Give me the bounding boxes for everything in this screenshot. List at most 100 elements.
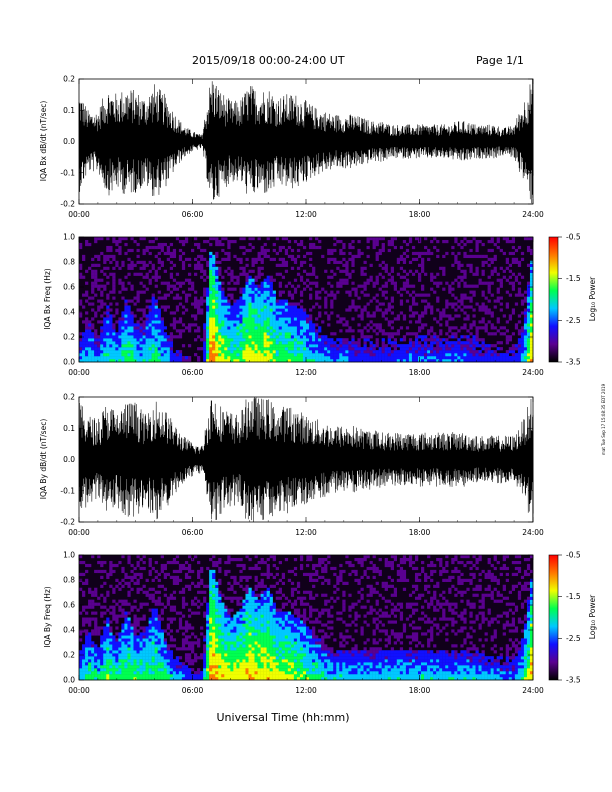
spectrogram-cell <box>206 602 210 606</box>
spectrogram-cell <box>124 572 128 577</box>
spectrogram-cell <box>254 341 258 345</box>
spectrogram-cell <box>393 332 397 336</box>
spectrogram-cell <box>421 326 425 330</box>
spectrogram-cell <box>354 356 358 360</box>
spectrogram-cell <box>160 341 164 345</box>
spectrogram-cell <box>430 308 434 312</box>
spectrogram-cell <box>178 296 183 300</box>
spectrogram-cell <box>414 251 419 256</box>
spectrogram-cell <box>251 305 255 309</box>
spectrogram-cell <box>505 237 509 241</box>
spectrogram-cell <box>257 296 261 300</box>
spectrogram-cell <box>375 299 379 303</box>
spectrogram-cell <box>209 602 213 606</box>
spectrogram-cell <box>472 353 476 357</box>
spectrogram-cell <box>106 347 110 351</box>
spectrogram-cell <box>157 275 161 279</box>
spectrogram-cell <box>103 344 107 348</box>
spectrogram-cell <box>309 356 313 360</box>
spectrogram-cell <box>142 350 146 354</box>
spectrogram-cell <box>163 572 167 577</box>
spectrogram-cell <box>157 632 161 636</box>
spectrogram-cell <box>221 350 225 354</box>
spectrogram-cell <box>227 614 231 618</box>
spectrogram-cell <box>103 647 107 651</box>
spectrogram-cell <box>215 590 219 594</box>
spectrogram-cell <box>163 281 167 285</box>
spectrogram-cell <box>203 659 207 663</box>
spectrogram-cell <box>445 281 449 285</box>
spectrogram-cell <box>269 323 273 327</box>
spectrogram-cell <box>436 272 440 276</box>
spectrogram-cell <box>136 587 140 591</box>
spectrogram-cell <box>215 317 219 321</box>
spectrogram-cell <box>136 560 140 565</box>
spectrogram-cell <box>94 263 98 267</box>
spectrogram-cell <box>151 338 155 342</box>
spectrogram-cell <box>442 338 446 342</box>
spectrogram-cell <box>312 335 316 339</box>
spectrogram-cell <box>124 581 128 585</box>
spectrogram-cell <box>109 650 113 654</box>
spectrogram-cell <box>433 350 437 354</box>
spectrogram-cell <box>236 320 240 324</box>
spectrogram-cell <box>251 287 255 291</box>
spectrogram-cell <box>209 344 213 348</box>
spectrogram-cell <box>175 287 180 291</box>
spectrogram-cell <box>175 353 180 357</box>
spectrogram-cell <box>206 647 210 651</box>
spectrogram-cell <box>212 335 216 339</box>
spectrogram-cell <box>178 254 183 259</box>
spectrogram-cell <box>209 353 213 357</box>
spectrogram-cell <box>85 677 89 681</box>
spectrogram-cell <box>330 299 334 303</box>
spectrogram-cell <box>121 314 125 318</box>
spectrogram-cell <box>190 647 195 651</box>
spectrogram-cell <box>387 341 391 345</box>
spectrogram-cell <box>299 350 304 354</box>
spectrogram-cell <box>166 293 170 297</box>
spectrogram-cell <box>115 338 119 342</box>
spectrogram-cell <box>248 350 252 354</box>
spectrogram-cell <box>466 356 470 360</box>
spectrogram-cell <box>166 632 170 636</box>
spectrogram-cell <box>248 353 252 357</box>
spectrogram-cell <box>369 314 373 318</box>
spectrogram-cell <box>312 347 316 351</box>
spectrogram-cell <box>427 302 431 306</box>
spectrogram-cell <box>433 347 437 351</box>
spectrogram-cell <box>209 311 213 315</box>
spectrogram-cell <box>384 296 388 300</box>
x-tick-label: 00:00 <box>68 368 90 377</box>
spectrogram-cell <box>124 638 128 642</box>
spectrogram-cell <box>82 257 86 262</box>
spectrogram-cell <box>529 281 534 285</box>
spectrogram-cell <box>112 284 116 288</box>
spectrogram-cell <box>293 257 298 262</box>
spectrogram-cell <box>411 290 416 294</box>
spectrogram-cell <box>224 320 228 324</box>
spectrogram-cell <box>520 356 525 360</box>
spectrogram-cell <box>275 332 279 336</box>
spectrogram-cell <box>121 644 125 648</box>
spectrogram-cell <box>330 311 334 315</box>
spectrogram-cell <box>345 347 349 351</box>
spectrogram-cell <box>142 338 146 342</box>
spectrogram-cell <box>514 248 519 253</box>
spectrogram-cell <box>94 590 98 594</box>
spectrogram-cell <box>169 671 174 675</box>
spectrogram-cell <box>166 341 170 345</box>
spectrogram-cell <box>315 332 319 336</box>
spectrogram-cell <box>321 287 325 291</box>
spectrogram-cell <box>121 326 125 330</box>
spectrogram-cell <box>251 329 255 333</box>
spectrogram-cell <box>269 314 273 318</box>
spectrogram-cell <box>145 245 149 250</box>
spectrogram-cell <box>321 254 325 259</box>
spectrogram-cell <box>284 251 289 256</box>
spectrogram-cell <box>290 254 295 259</box>
spectrogram-cell <box>136 341 140 345</box>
spectrogram-cell <box>218 335 222 339</box>
spectrogram-cell <box>248 314 252 318</box>
spectrogram-cell <box>172 560 177 565</box>
